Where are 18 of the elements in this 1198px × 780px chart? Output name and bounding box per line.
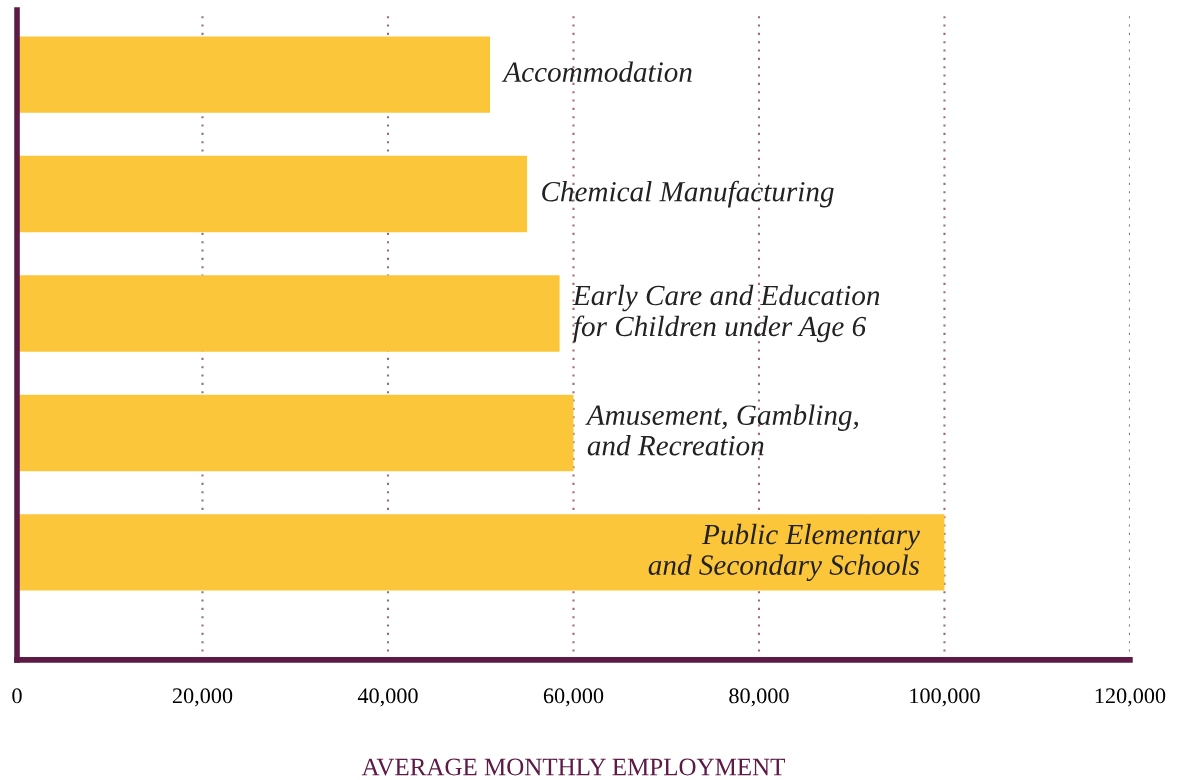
x-tick-label: 20,000 bbox=[172, 688, 233, 707]
x-tick-label: 100,000 bbox=[910, 688, 980, 707]
y-tick-label: Public Elementary and Secondary Schools bbox=[648, 523, 920, 581]
x-axis-title: AVERAGE MONTHLY EMPLOYMENT bbox=[361, 758, 786, 776]
x-tick-label: 60,000 bbox=[543, 688, 604, 707]
bar bbox=[17, 36, 491, 113]
x-tick-label: 80,000 bbox=[729, 688, 789, 707]
x-tick-label: 0 bbox=[12, 688, 22, 704]
bar bbox=[17, 275, 560, 352]
y-tick-label: Amusement, Gambling, and Recreation bbox=[585, 404, 858, 456]
y-tick-label: Chemical Manufacturing bbox=[542, 180, 834, 208]
bar bbox=[17, 514, 945, 591]
x-tick-label: 40,000 bbox=[357, 688, 418, 707]
bar bbox=[17, 394, 574, 472]
y-tick-label: Early Care and Education for Children under Age 6 bbox=[572, 284, 880, 343]
bar bbox=[17, 155, 528, 233]
x-tick-label: 120,000 bbox=[1095, 688, 1166, 707]
y-tick-label: Accommodation bbox=[501, 61, 692, 82]
